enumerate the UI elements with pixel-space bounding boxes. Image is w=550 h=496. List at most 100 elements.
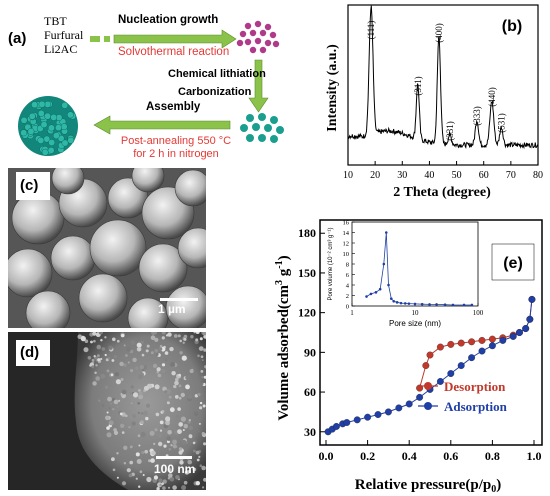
tem-grain: [135, 366, 139, 370]
tem-grain: [154, 428, 158, 432]
bet-series-point: [374, 411, 382, 419]
tem-grain: [187, 458, 189, 461]
pink-particle: [249, 46, 257, 54]
tem-grain: [170, 362, 176, 367]
inset-point: [369, 292, 373, 296]
inset-y-tick-label: 8: [346, 262, 349, 269]
tem-grain: [162, 479, 167, 484]
inset-y-tick-label: 4: [346, 283, 350, 290]
tem-grain: [95, 364, 98, 367]
tem-grain: [197, 354, 200, 358]
tem-grain: [149, 430, 155, 436]
bet-x-tick-label: 0.2: [360, 449, 375, 463]
sphere-particles: [20, 100, 77, 156]
bet-series-point: [436, 343, 444, 351]
sphere-particle: [48, 139, 56, 146]
inset-point: [451, 303, 455, 307]
bet-x-tick-label: 0.8: [485, 449, 500, 463]
tem-grain: [142, 474, 145, 476]
teal-particle: [246, 114, 254, 122]
bet-series-point: [436, 378, 444, 385]
tem-grain: [113, 430, 119, 435]
inset-y-tick-label: 0: [346, 304, 349, 311]
tem-grain: [168, 395, 172, 399]
tem-grain: [178, 450, 183, 455]
tem-grain: [166, 436, 172, 441]
tem-grain: [120, 378, 124, 381]
tem-grain: [150, 458, 155, 463]
bet-plot-frame: [319, 219, 543, 446]
tem-grain: [169, 407, 175, 413]
sem-sphere: [177, 227, 206, 269]
tem-grain: [106, 432, 112, 438]
inset-point: [382, 262, 386, 266]
bet-x-tick-label: 1.0: [527, 449, 542, 463]
tem-grain: [139, 470, 143, 473]
tem-grain: [109, 402, 113, 405]
teal-particle: [270, 135, 278, 143]
tem-grain: [104, 336, 107, 339]
tem-grain: [196, 458, 200, 462]
step2-bottom: Carbonization: [178, 86, 252, 98]
xrd-peak-label: (400): [434, 23, 444, 43]
tem-grain: [90, 340, 93, 344]
xrd-chart: 10 20 30 40 50 60 70 80 (111) (311) (400) (331) (33…: [325, 4, 543, 200]
tem-grain: [157, 433, 162, 438]
tem-grain: [125, 414, 128, 418]
tem-grain: [130, 369, 134, 373]
tem-grain: [167, 477, 171, 480]
bet-series-point: [447, 340, 455, 348]
tem-grain: [121, 333, 125, 338]
tem-grain: [121, 481, 127, 486]
sphere-particle: [61, 139, 69, 147]
bet-y-tick-label: 120: [298, 306, 316, 320]
xrd-tick-label: 20: [370, 170, 380, 181]
tem-grain: [201, 432, 205, 436]
tem-grain: [203, 334, 206, 339]
tem-grain: [138, 444, 141, 447]
tem-grain: [203, 477, 206, 482]
tem-grain: [165, 420, 170, 426]
tem-grain: [117, 339, 120, 343]
bet-y-tick-label: 150: [298, 266, 316, 280]
xrd-x-ticks: 10 20 30 40 50 60 70 80: [343, 161, 543, 181]
legend-adsorption-marker: [424, 402, 432, 410]
tem-d-grain: [77, 332, 206, 490]
inset-point: [387, 283, 390, 287]
tem-grain: [125, 354, 128, 357]
bet-y-axis-label: Volume adsorbed(cm3 g-1): [274, 255, 292, 420]
tem-grain: [107, 357, 111, 360]
tem-grain: [180, 392, 185, 398]
tem-grain: [198, 430, 200, 433]
bet-series-point: [526, 315, 534, 323]
pink-particle: [244, 22, 252, 30]
scale-text-d: 100 nm: [154, 462, 196, 476]
tem-grain: [157, 373, 162, 378]
inset-frame: [351, 221, 479, 307]
tem-grain: [140, 412, 144, 415]
tem-grain: [138, 391, 143, 396]
step1-top: Nucleation growth: [118, 14, 219, 26]
tem-grain: [202, 486, 205, 489]
tem-grain: [119, 361, 124, 367]
tem-grain: [145, 349, 149, 353]
tem-grain: [138, 374, 143, 380]
sem-sphere: [89, 219, 147, 277]
tem-grain: [137, 434, 141, 437]
xrd-tick-label: 70: [506, 170, 516, 181]
tem-grain: [128, 426, 131, 429]
tem-grain: [178, 384, 182, 388]
bet-series-point: [353, 416, 361, 424]
tem-grain: [199, 337, 203, 341]
tem-grain: [113, 355, 117, 359]
tem-grain: [96, 344, 102, 350]
tem-grain: [188, 425, 193, 431]
tem-grain: [150, 351, 154, 355]
tem-grain: [146, 344, 150, 348]
tem-grain: [172, 444, 177, 449]
tem-grain: [123, 462, 127, 465]
tem-grain: [168, 400, 171, 402]
tem-grain: [137, 411, 140, 415]
tem-grain: [116, 452, 119, 455]
sphere-particle: [37, 136, 45, 144]
